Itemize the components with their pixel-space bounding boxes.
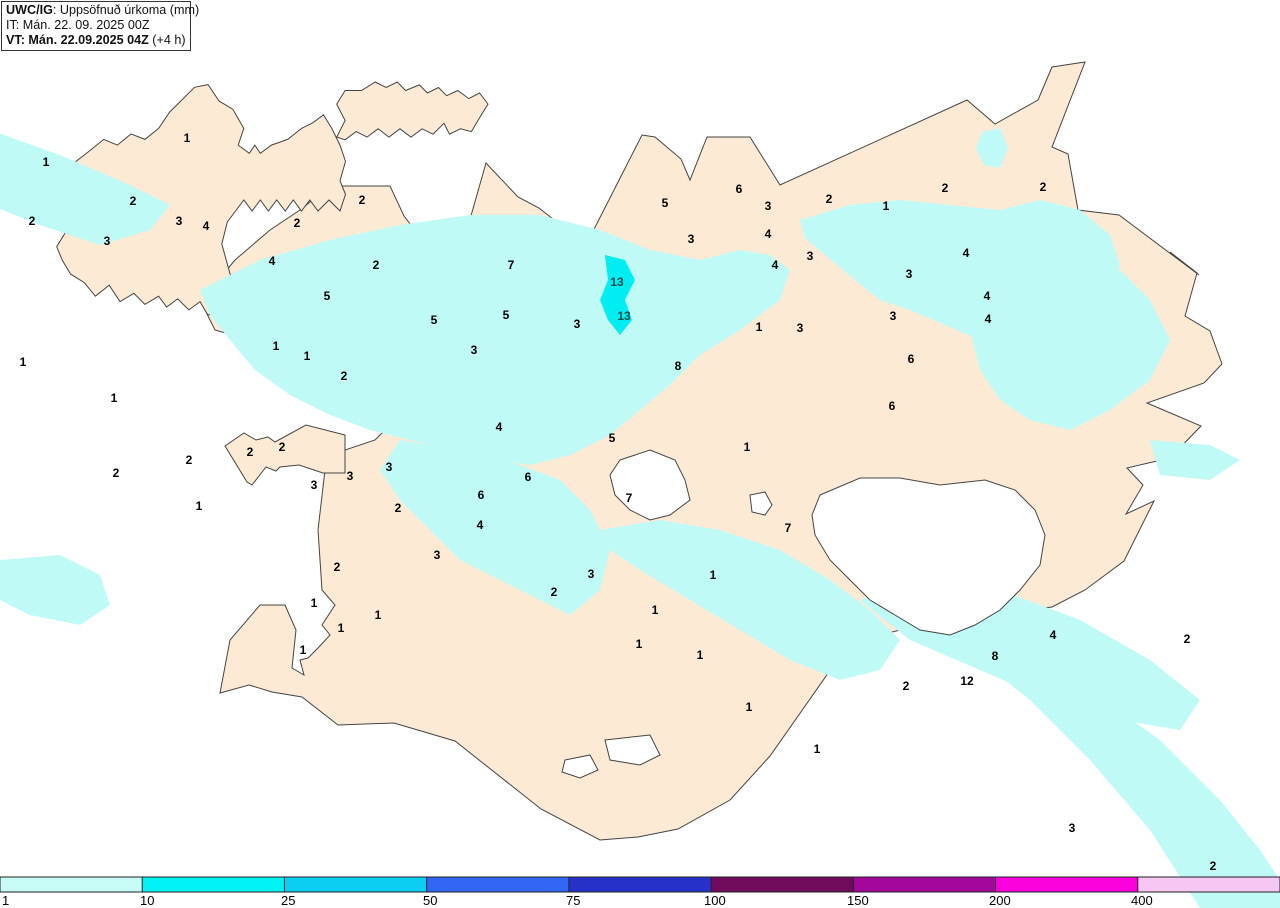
svg-text:6: 6 xyxy=(908,352,915,366)
svg-text:3: 3 xyxy=(574,317,581,331)
svg-text:5: 5 xyxy=(324,289,331,303)
svg-text:10: 10 xyxy=(140,893,154,908)
svg-text:4: 4 xyxy=(496,420,503,434)
svg-text:1: 1 xyxy=(43,155,50,169)
svg-text:1: 1 xyxy=(652,603,659,617)
svg-text:8: 8 xyxy=(675,359,682,373)
svg-text:2: 2 xyxy=(395,501,402,515)
svg-text:1: 1 xyxy=(304,349,311,363)
svg-text:7: 7 xyxy=(785,521,792,535)
svg-text:3: 3 xyxy=(176,214,183,228)
svg-text:4: 4 xyxy=(203,219,210,233)
svg-text:7: 7 xyxy=(626,491,633,505)
svg-text:2: 2 xyxy=(1210,859,1217,873)
svg-text:25: 25 xyxy=(281,893,295,908)
svg-text:3: 3 xyxy=(104,234,111,248)
svg-text:1: 1 xyxy=(20,355,27,369)
svg-text:12: 12 xyxy=(960,674,974,688)
svg-text:1: 1 xyxy=(184,131,191,145)
svg-text:2: 2 xyxy=(359,193,366,207)
svg-text:1: 1 xyxy=(756,320,763,334)
svg-text:3: 3 xyxy=(1069,821,1076,835)
svg-text:1: 1 xyxy=(636,637,643,651)
svg-text:100: 100 xyxy=(704,893,726,908)
svg-text:3: 3 xyxy=(765,199,772,213)
svg-text:2: 2 xyxy=(1040,180,1047,194)
svg-text:2: 2 xyxy=(942,181,949,195)
svg-text:1: 1 xyxy=(883,199,890,213)
svg-text:5: 5 xyxy=(662,196,669,210)
svg-text:2: 2 xyxy=(373,258,380,272)
svg-text:3: 3 xyxy=(807,249,814,263)
svg-text:3: 3 xyxy=(797,321,804,335)
svg-text:13: 13 xyxy=(617,309,631,323)
svg-text:3: 3 xyxy=(347,469,354,483)
svg-text:1: 1 xyxy=(111,391,118,405)
svg-text:4: 4 xyxy=(1050,628,1057,642)
svg-text:3: 3 xyxy=(890,309,897,323)
svg-text:1: 1 xyxy=(300,643,307,657)
svg-text:3: 3 xyxy=(906,267,913,281)
svg-text:2: 2 xyxy=(826,192,833,206)
svg-text:1: 1 xyxy=(746,700,753,714)
svg-text:2: 2 xyxy=(113,466,120,480)
svg-text:6: 6 xyxy=(736,182,743,196)
svg-text:5: 5 xyxy=(431,313,438,327)
svg-text:4: 4 xyxy=(269,254,276,268)
svg-text:1: 1 xyxy=(697,648,704,662)
svg-text:3: 3 xyxy=(434,548,441,562)
svg-text:2: 2 xyxy=(334,560,341,574)
svg-text:5: 5 xyxy=(609,431,616,445)
svg-text:2: 2 xyxy=(341,369,348,383)
svg-text:3: 3 xyxy=(386,460,393,474)
svg-text:3: 3 xyxy=(688,232,695,246)
svg-text:7: 7 xyxy=(508,258,515,272)
svg-text:1: 1 xyxy=(710,568,717,582)
svg-text:1: 1 xyxy=(814,742,821,756)
svg-text:3: 3 xyxy=(471,343,478,357)
svg-text:1: 1 xyxy=(744,440,751,454)
svg-text:4: 4 xyxy=(985,312,992,326)
svg-text:2: 2 xyxy=(1184,632,1191,646)
svg-text:8: 8 xyxy=(992,649,999,663)
svg-text:200: 200 xyxy=(989,893,1011,908)
svg-text:50: 50 xyxy=(423,893,437,908)
svg-text:2: 2 xyxy=(29,214,36,228)
svg-text:2: 2 xyxy=(903,679,910,693)
svg-text:1: 1 xyxy=(311,596,318,610)
svg-text:4: 4 xyxy=(477,518,484,532)
svg-text:4: 4 xyxy=(963,246,970,260)
svg-text:2: 2 xyxy=(551,585,558,599)
svg-text:1: 1 xyxy=(375,608,382,622)
svg-text:2: 2 xyxy=(247,445,254,459)
svg-text:13: 13 xyxy=(610,275,624,289)
svg-text:6: 6 xyxy=(525,470,532,484)
svg-text:6: 6 xyxy=(478,488,485,502)
svg-text:150: 150 xyxy=(847,893,869,908)
svg-text:2: 2 xyxy=(130,194,137,208)
svg-text:3: 3 xyxy=(311,478,318,492)
svg-text:4: 4 xyxy=(984,289,991,303)
svg-text:1: 1 xyxy=(273,339,280,353)
svg-text:400: 400 xyxy=(1131,893,1153,908)
svg-text:75: 75 xyxy=(566,893,580,908)
svg-text:5: 5 xyxy=(503,308,510,322)
svg-text:2: 2 xyxy=(186,453,193,467)
svg-text:6: 6 xyxy=(889,399,896,413)
svg-text:3: 3 xyxy=(588,567,595,581)
svg-text:4: 4 xyxy=(772,258,779,272)
svg-text:1: 1 xyxy=(196,499,203,513)
svg-text:4: 4 xyxy=(765,227,772,241)
svg-text:2: 2 xyxy=(294,216,301,230)
svg-text:1: 1 xyxy=(338,621,345,635)
svg-text:1: 1 xyxy=(2,893,9,908)
svg-text:2: 2 xyxy=(279,440,286,454)
